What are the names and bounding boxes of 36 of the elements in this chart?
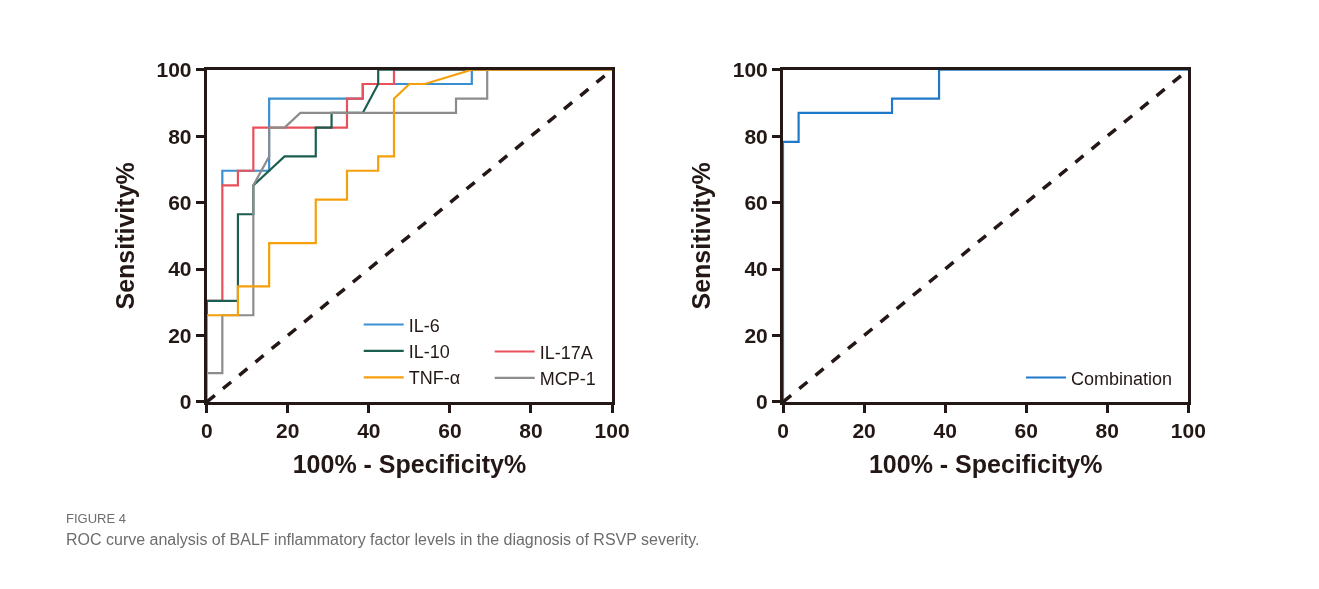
y-tick-label: 60 <box>168 190 192 214</box>
y-tick-label: 40 <box>744 257 768 281</box>
x-tick-label: 20 <box>852 419 876 443</box>
y-tick-label: 80 <box>744 124 768 148</box>
y-axis-title: Sensitivity% <box>687 162 716 310</box>
y-tick-label: 60 <box>744 190 768 214</box>
legend-label: Combination <box>1070 368 1173 389</box>
x-tick-label: 20 <box>276 419 300 443</box>
x-tick-label: 40 <box>933 419 957 443</box>
legend-label: IL-17A <box>539 342 593 363</box>
caption: FIGURE 4 <box>66 511 126 526</box>
legend-label: MCP-1 <box>539 368 596 389</box>
y-axis-title: Sensitivity% <box>111 162 140 310</box>
y-tick-label: 80 <box>168 124 192 148</box>
y-tick-label: 20 <box>744 323 768 347</box>
x-tick-label: 0 <box>200 419 213 443</box>
y-tick-label: 40 <box>168 257 192 281</box>
y-tick-label: 20 <box>168 323 192 347</box>
x-axis-title: 100% - Specificity% <box>868 450 1103 479</box>
legend-label: IL-10 <box>408 341 450 362</box>
x-tick-label: 60 <box>1014 419 1038 443</box>
y-tick-label: 0 <box>756 390 768 414</box>
x-tick-label: 40 <box>357 419 381 443</box>
x-tick-label: 60 <box>438 419 462 443</box>
y-tick-label: 0 <box>179 390 192 414</box>
x-tick-label: 100 <box>594 419 630 443</box>
legend-label: IL-6 <box>408 315 440 336</box>
y-tick-label: 100 <box>732 58 768 82</box>
x-tick-label: 0 <box>777 419 789 443</box>
x-axis-title: 100% - Specificity% <box>292 450 527 479</box>
legend-label: TNF-α <box>408 368 461 389</box>
x-tick-label: 100 <box>1170 419 1206 443</box>
text: ROC curve analysis of BALF inflammatory factor levels in the diagnosis of RSVP severity. <box>66 531 700 548</box>
y-tick-label: 100 <box>156 58 192 82</box>
x-tick-label: 80 <box>1095 419 1119 443</box>
x-tick-label: 80 <box>519 419 543 443</box>
